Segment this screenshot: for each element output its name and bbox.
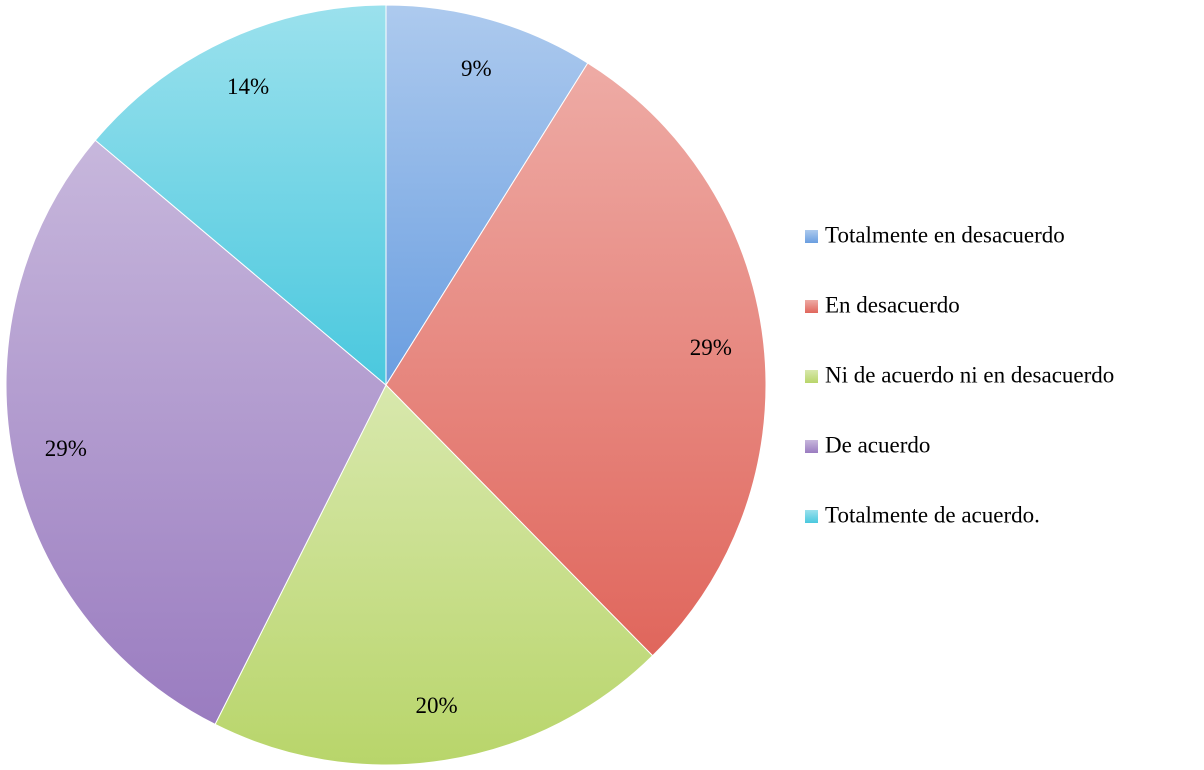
legend-swatch [805, 230, 818, 243]
legend-label: En desacuerdo [825, 292, 960, 317]
data-label: 29% [45, 436, 87, 461]
legend-swatch [805, 370, 818, 383]
legend-label: Totalmente en desacuerdo [825, 222, 1065, 247]
pie-slice [385, 62, 767, 657]
legend-label: Totalmente de acuerdo. [825, 502, 1040, 527]
legend-label: Ni de acuerdo ni en desacuerdo [825, 362, 1114, 387]
legend-swatch [805, 440, 818, 453]
pie-slice [5, 139, 387, 726]
data-label: 20% [416, 693, 458, 718]
legend-swatch [805, 300, 818, 313]
pie-slice [385, 4, 589, 387]
pie-slice [94, 4, 387, 387]
data-label: 9% [461, 56, 492, 81]
data-label: 29% [690, 335, 732, 360]
legend-swatch [805, 510, 818, 523]
data-label: 14% [227, 74, 269, 99]
pie-slice [214, 384, 654, 766]
legend-label: De acuerdo [825, 432, 930, 457]
